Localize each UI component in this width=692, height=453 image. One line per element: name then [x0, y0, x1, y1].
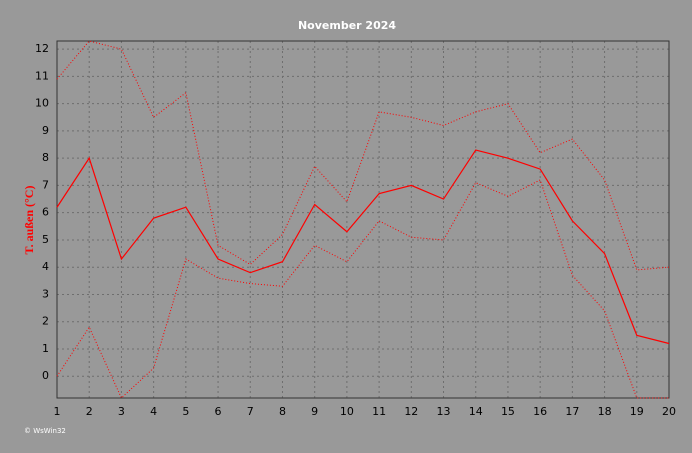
x-tick-label: 6: [215, 405, 222, 418]
x-tick-label: 17: [565, 405, 579, 418]
y-tick-label: 8: [42, 151, 49, 164]
y-tick-label: 9: [42, 124, 49, 137]
y-tick-label: 5: [42, 233, 49, 246]
series-line: [56, 149, 670, 345]
series-line: [56, 179, 669, 399]
x-tick-label: 3: [118, 405, 125, 418]
series-line: [56, 40, 670, 271]
x-tick-label: 18: [598, 405, 612, 418]
y-tick-label: 7: [42, 178, 49, 191]
x-tick-label: 2: [86, 405, 93, 418]
x-tick-label: 19: [630, 405, 644, 418]
y-axis-label: T. außen (°C): [22, 186, 36, 255]
x-tick-label: 11: [372, 405, 386, 418]
y-tick-label: 10: [35, 97, 49, 110]
y-tick-label: 11: [35, 69, 49, 82]
x-tick-label: 14: [469, 405, 483, 418]
chart-title: November 2024: [298, 19, 396, 32]
footer: © WsWin32: [24, 427, 66, 435]
y-tick-label: 0: [42, 369, 49, 382]
x-tick-label: 15: [501, 405, 515, 418]
x-tick-label: 4: [150, 405, 157, 418]
x-tick-label: 7: [247, 405, 254, 418]
y-tick-label: 6: [42, 206, 49, 219]
x-tick-label: 1: [54, 405, 61, 418]
x-tick-label: 8: [279, 405, 286, 418]
y-tick-label: 1: [42, 342, 49, 355]
x-tick-label: 9: [311, 405, 318, 418]
y-tick-label: 3: [42, 287, 49, 300]
y-tick-label: 4: [42, 260, 49, 273]
x-tick-label: 20: [662, 405, 676, 418]
y-tick-label: 12: [35, 42, 49, 55]
x-tick-label: 10: [340, 405, 354, 418]
x-tick-label: 12: [404, 405, 418, 418]
x-tick-label: 16: [533, 405, 547, 418]
x-tick-label: 5: [182, 405, 189, 418]
x-tick-label: 13: [437, 405, 451, 418]
plot-border: [56, 40, 670, 399]
y-tick-label: 2: [42, 315, 49, 328]
